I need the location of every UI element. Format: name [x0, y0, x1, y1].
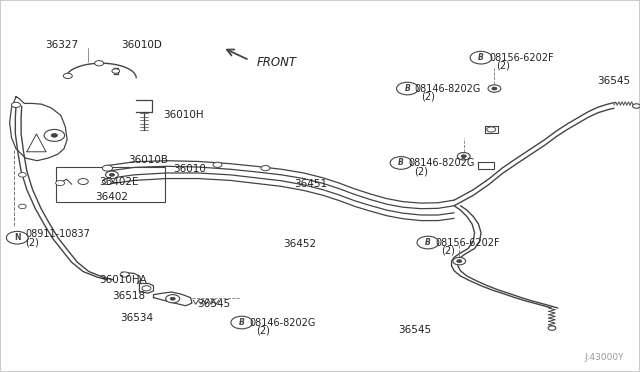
- Text: FRONT: FRONT: [257, 56, 297, 69]
- Circle shape: [44, 129, 65, 141]
- Circle shape: [51, 134, 58, 137]
- Text: B: B: [425, 238, 431, 247]
- Bar: [56, 167, 165, 202]
- Circle shape: [112, 69, 120, 73]
- Text: B: B: [404, 84, 410, 93]
- Text: 36534: 36534: [120, 313, 154, 323]
- Circle shape: [106, 171, 118, 179]
- Text: J:43000Y: J:43000Y: [584, 353, 623, 362]
- Circle shape: [487, 127, 496, 132]
- Text: B: B: [478, 53, 484, 62]
- Circle shape: [261, 166, 270, 171]
- Circle shape: [102, 179, 113, 185]
- Text: 08911-10837: 08911-10837: [26, 230, 90, 239]
- Circle shape: [213, 162, 222, 167]
- Circle shape: [6, 231, 28, 244]
- Text: 36402: 36402: [95, 192, 127, 202]
- Text: 36545: 36545: [597, 76, 630, 86]
- Text: (2): (2): [26, 238, 40, 247]
- Text: 36010D: 36010D: [122, 40, 163, 49]
- Text: 08146-8202G: 08146-8202G: [250, 318, 316, 327]
- Text: 36010B: 36010B: [128, 155, 168, 165]
- Text: (2): (2): [442, 246, 455, 256]
- Circle shape: [461, 155, 467, 158]
- Text: 36452: 36452: [283, 239, 316, 248]
- Circle shape: [19, 204, 26, 209]
- Circle shape: [120, 272, 129, 277]
- Text: (2): (2): [256, 326, 269, 336]
- Circle shape: [231, 316, 253, 329]
- Text: 36010HA: 36010HA: [99, 275, 147, 285]
- Text: 36545: 36545: [197, 299, 230, 309]
- Text: 36545: 36545: [399, 326, 431, 335]
- Circle shape: [109, 173, 115, 176]
- Text: (2): (2): [497, 61, 510, 71]
- Circle shape: [453, 257, 466, 265]
- Text: 08156-6202F: 08156-6202F: [490, 53, 554, 62]
- Circle shape: [470, 51, 492, 64]
- Circle shape: [548, 326, 556, 330]
- Text: 36402E: 36402E: [99, 177, 139, 187]
- Circle shape: [397, 82, 419, 95]
- Text: 36518: 36518: [112, 291, 145, 301]
- Text: (2): (2): [421, 92, 435, 102]
- Text: 36451: 36451: [294, 179, 327, 189]
- Text: 08146-8202G: 08146-8202G: [415, 84, 481, 93]
- Text: 36010: 36010: [173, 164, 205, 174]
- Text: 08146-8202G: 08146-8202G: [408, 158, 474, 168]
- Circle shape: [488, 85, 501, 92]
- Text: 08156-6202F: 08156-6202F: [435, 238, 500, 247]
- Circle shape: [142, 286, 151, 291]
- Circle shape: [170, 297, 175, 300]
- Text: (2): (2): [415, 166, 428, 176]
- Text: 36010H: 36010H: [163, 110, 204, 120]
- Text: 36327: 36327: [45, 40, 78, 49]
- Circle shape: [78, 179, 88, 185]
- Circle shape: [166, 295, 180, 303]
- Circle shape: [95, 61, 104, 66]
- Circle shape: [457, 260, 462, 263]
- Circle shape: [19, 173, 26, 177]
- Circle shape: [56, 180, 65, 186]
- Circle shape: [102, 165, 113, 171]
- Text: B: B: [239, 318, 244, 327]
- Text: N: N: [14, 233, 20, 242]
- Circle shape: [632, 104, 640, 108]
- Circle shape: [492, 87, 497, 90]
- Circle shape: [390, 157, 412, 169]
- Text: B: B: [398, 158, 404, 167]
- Circle shape: [417, 236, 439, 249]
- Circle shape: [458, 153, 470, 160]
- Circle shape: [63, 73, 72, 78]
- Circle shape: [12, 102, 20, 108]
